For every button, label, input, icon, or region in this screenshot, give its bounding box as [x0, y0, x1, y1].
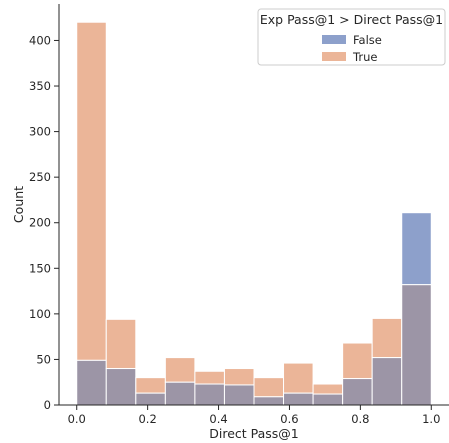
y-tick-label: 100: [29, 307, 51, 321]
y-tick-label: 250: [29, 170, 51, 184]
bar-overlap-bin-9: [342, 378, 373, 406]
bar-true-bin-4: [194, 370, 225, 385]
x-tick-label: 0.4: [209, 412, 227, 426]
bar-overlap-bin-3: [164, 381, 196, 406]
bar-overlap-bin-5: [223, 384, 255, 406]
y-tick-label: 50: [36, 352, 51, 366]
bar-overlap-bin-4: [194, 383, 225, 406]
y-axis-label: Count: [11, 186, 26, 223]
bar-true-bin-6: [253, 377, 285, 398]
x-tick-label: 1.0: [422, 412, 440, 426]
x-tick-label: 0.0: [68, 412, 86, 426]
y-tick-label: 0: [44, 398, 51, 412]
histogram-bars: [76, 21, 432, 406]
bar-true-bin-3: [164, 357, 196, 383]
axes: [58, 4, 449, 406]
bar-true-bin-10: [371, 317, 403, 359]
y-tick-label: 150: [29, 261, 51, 275]
x-axis-ticks: 0.0 0.2 0.4 0.6 0.8 1.0: [68, 405, 440, 426]
legend-swatch-false: [322, 35, 346, 44]
x-tick-label: 0.8: [351, 412, 369, 426]
bar-true-bin-2: [135, 377, 166, 394]
bar-true-bin-0: [76, 21, 107, 361]
bar-true-bin-9: [342, 342, 373, 380]
bar-false-bin-11: [401, 212, 432, 286]
bar-true-bin-1: [105, 318, 137, 370]
bar-overlap-bin-0: [76, 359, 107, 406]
bar-true-bin-8: [312, 383, 344, 395]
bar-overlap-bin-1: [105, 368, 137, 406]
bar-overlap-bin-8: [312, 393, 344, 406]
y-tick-label: 400: [29, 33, 51, 47]
x-axis-label: Direct Pass@1: [209, 426, 299, 441]
legend: Exp Pass@1 > Direct Pass@1 False True: [257, 8, 446, 66]
bar-overlap-bin-2: [135, 392, 166, 406]
bar-overlap-bin-7: [283, 392, 314, 406]
y-tick-label: 350: [29, 79, 51, 93]
legend-title: Exp Pass@1 > Direct Pass@1: [260, 12, 443, 27]
legend-frame: [257, 8, 446, 66]
bar-overlap-bin-11: [401, 284, 432, 406]
y-tick-label: 300: [29, 125, 51, 139]
bar-overlap-bin-10: [371, 357, 403, 406]
y-axis-ticks: 0 50 100 150 200 250 300 350 400: [29, 33, 59, 412]
bar-overlap-bin-6: [253, 396, 285, 406]
legend-label-true: True: [352, 50, 377, 64]
y-tick-label: 200: [29, 216, 51, 230]
legend-swatch-true: [322, 52, 346, 61]
x-tick-label: 0.2: [138, 412, 156, 426]
x-tick-label: 0.6: [280, 412, 298, 426]
bar-true-bin-5: [223, 368, 255, 386]
legend-label-false: False: [353, 33, 382, 47]
bar-true-bin-7: [283, 362, 314, 394]
